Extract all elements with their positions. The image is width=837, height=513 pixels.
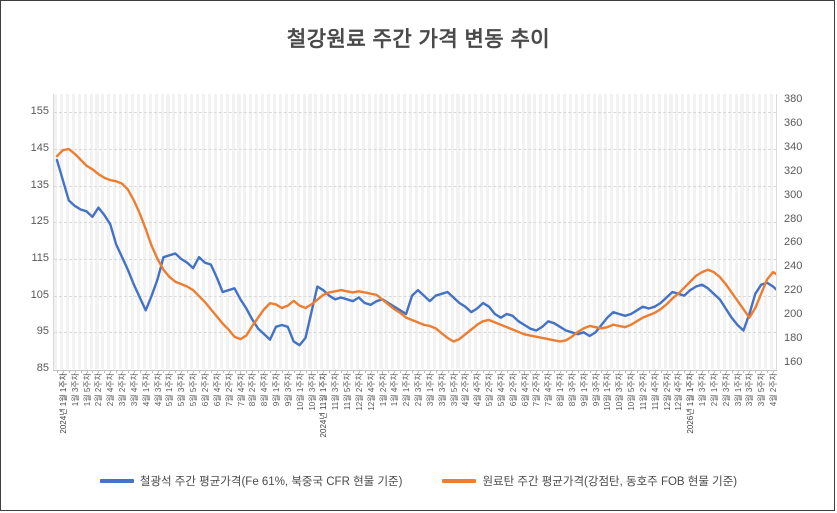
axis-line-left: [53, 94, 54, 370]
horizontal-gridlines: [54, 94, 776, 369]
plot-area: [54, 94, 776, 369]
y-axis-right: 160 180 200 220 240 260 280 300 320 340 360 380: [784, 92, 803, 369]
legend-item-iron-ore[interactable]: 철광석 주간 평균가격(Fe 61%, 북중국 CFR 현물 기준): [99, 473, 403, 489]
axis-line-right: [776, 94, 777, 370]
legend-label-coking-coal: 원료탄 주간 평균가격(강점탄, 동호주 FOB 현물 기준): [482, 476, 738, 488]
chart-legend: 철광석 주간 평균가격(Fe 61%, 북중국 CFR 현물 기준) 원료탄 주…: [1, 473, 836, 489]
legend-swatch-iron-ore: [99, 479, 134, 483]
axis-line-bottom: [53, 370, 777, 371]
legend-item-coking-coal[interactable]: 원료탄 주간 평균가격(강점탄, 동호주 FOB 현물 기준): [442, 473, 737, 489]
x-axis-labels: 2024년 1월 1주차 1월 3주차 1월 5주차 2월 2주차 2월 4주차 3월 2…: [54, 370, 778, 469]
series-lines: [55, 147, 776, 347]
y-axis-left: 85 95 105 115 125 135 145 155: [30, 105, 49, 374]
vertical-gridlines: [54, 94, 776, 369]
legend-swatch-coking-coal: [442, 479, 477, 483]
chart-title: 철강원료 주간 가격 변동 추이: [286, 28, 551, 51]
legend-label-iron-ore: 철광석 주간 평균가격(Fe 61%, 북중국 CFR 현물 기준): [139, 476, 403, 488]
